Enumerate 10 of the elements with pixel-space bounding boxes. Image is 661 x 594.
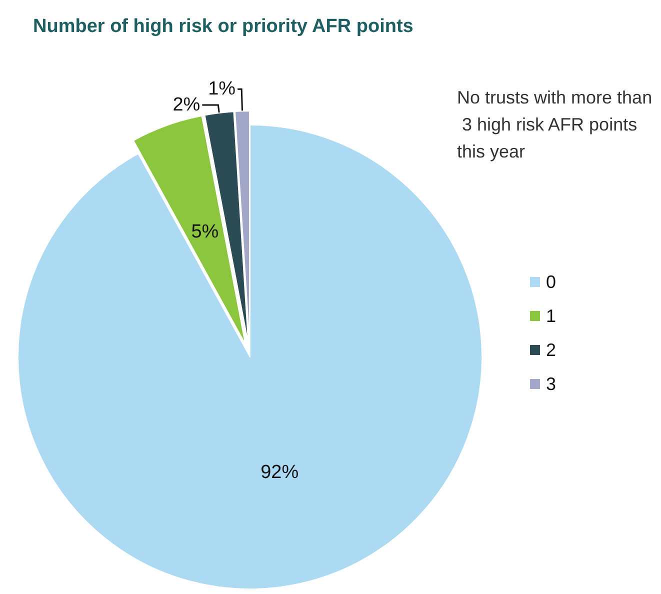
- chart-title: Number of high risk or priority AFR points: [33, 16, 414, 37]
- legend-label: 2: [546, 340, 556, 360]
- data-label: 2%: [172, 94, 200, 116]
- data-label: 92%: [260, 462, 299, 483]
- legend-label: 0: [546, 272, 556, 292]
- legend-label: 1: [546, 306, 556, 326]
- legend-label: 3: [546, 374, 556, 394]
- data-label: 5%: [191, 221, 219, 242]
- text: No trusts with more than 3 high risk AFR points this year: [457, 88, 652, 162]
- data-label: 1%: [208, 78, 236, 100]
